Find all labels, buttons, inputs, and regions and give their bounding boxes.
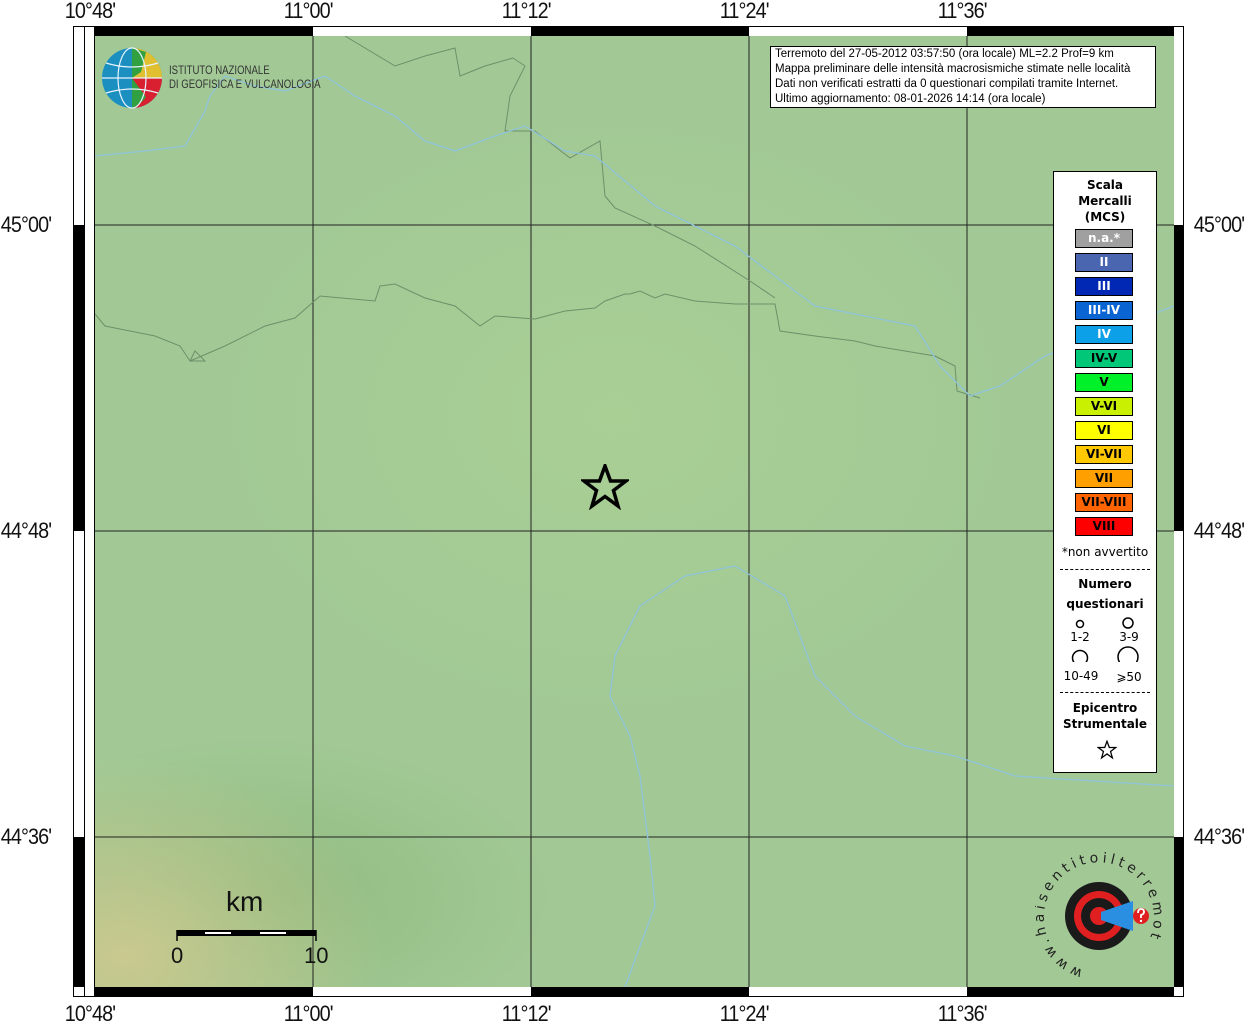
legend-swatch: VII xyxy=(1075,469,1133,488)
circle-50-icon xyxy=(1117,646,1139,662)
ingv-logo: ISTITUTO NAZIONALE DI GEOFISICA E VULCAN… xyxy=(101,47,321,109)
event-line: Terremoto del 27-05-2012 03:57:50 (ora l… xyxy=(775,48,1114,60)
legend-footnote: *non avvertito xyxy=(1061,545,1149,559)
count-symbols xyxy=(1071,617,1139,662)
legend: Scala Mercalli (MCS) n.a.* II III III-IV IV I… xyxy=(1053,171,1157,773)
legend-swatch: IV-V xyxy=(1075,349,1133,368)
frame-band xyxy=(1174,225,1184,531)
scalebar-min: 0 xyxy=(171,943,184,968)
frame-band xyxy=(531,26,749,36)
count-label: 3-9 xyxy=(1119,630,1139,644)
ingv-line1: ISTITUTO NAZIONALE xyxy=(169,63,270,77)
lon-tick: 10°48' xyxy=(64,0,116,23)
count-label: 10-49 xyxy=(1063,669,1099,683)
legend-swatch: V xyxy=(1075,373,1133,392)
frame-band xyxy=(1174,837,1184,987)
ingv-line2: DI GEOFISICA E VULCANOLOGIA xyxy=(169,77,321,91)
count-title-line: questionari xyxy=(1066,597,1144,611)
epicenter-star-icon[interactable] xyxy=(581,464,629,510)
scalebar xyxy=(176,930,317,941)
legend-swatch: III xyxy=(1075,277,1133,296)
graticule xyxy=(95,36,1174,987)
count-title-line: Numero xyxy=(1078,577,1132,591)
epicenter-star-icon xyxy=(1097,740,1117,760)
scalebar-unit: km xyxy=(226,886,264,917)
rivers xyxy=(95,75,1174,987)
ingv-name: ISTITUTO NAZIONALE DI GEOFISICA E VULCAN… xyxy=(169,63,321,91)
legend-swatch: VI xyxy=(1075,421,1133,440)
legend-swatch: V-VI xyxy=(1075,397,1133,416)
lon-tick: 11°36' xyxy=(937,1001,988,1026)
event-info-box: Terremoto del 27-05-2012 03:57:50 (ora l… xyxy=(770,46,1156,108)
lat-tick: 44°48' xyxy=(0,518,52,543)
frame-band xyxy=(74,225,84,531)
lon-tick: 11°24' xyxy=(719,1001,770,1026)
frame-band xyxy=(95,26,313,36)
map-features xyxy=(95,36,1174,987)
legend-swatch: III-IV xyxy=(1075,301,1133,320)
legend-swatch: n.a.* xyxy=(1075,229,1133,248)
globe-icon xyxy=(102,47,162,109)
circle-10-49-icon xyxy=(1071,649,1089,662)
lon-tick: 11°12' xyxy=(501,1001,552,1026)
count-label: 1-2 xyxy=(1070,630,1090,644)
admin-borders xyxy=(95,36,981,399)
epicenter-title: Epicentro Strumentale xyxy=(1054,700,1156,732)
legend-swatch: II xyxy=(1075,253,1133,272)
question-icon xyxy=(1133,908,1149,924)
frame-band xyxy=(531,987,749,997)
target-icon: www.haisentitoilterremoto.it xyxy=(1031,840,1166,981)
lon-tick: 11°36' xyxy=(937,0,988,23)
map-area[interactable] xyxy=(95,36,1174,987)
lat-tick: 44°36' xyxy=(0,824,52,849)
hst-logo: www.haisentitoilterremoto.it xyxy=(1031,840,1166,981)
circle-1-2-icon xyxy=(1075,619,1085,629)
frame-band xyxy=(95,987,313,997)
epicenter-title-line: Strumentale xyxy=(1062,717,1148,731)
frame-inner-line xyxy=(84,26,95,997)
frame-band xyxy=(967,26,1174,36)
lon-tick: 11°00' xyxy=(283,1001,334,1026)
frame-band xyxy=(74,837,84,987)
lon-tick: 11°24' xyxy=(719,0,770,23)
legend-title-line: Scala xyxy=(1086,178,1124,192)
frame-band xyxy=(967,987,1174,997)
data-note: Dati non verificati estratti da 0 questi… xyxy=(775,78,1119,90)
count-label: ⩾50 xyxy=(1116,670,1142,684)
last-update: Ultimo aggiornamento: 08-01-2026 14:14 (… xyxy=(775,93,1046,105)
lat-tick: 44°36' xyxy=(1193,824,1245,849)
legend-swatch: VI-VII xyxy=(1075,445,1133,464)
legend-title: Scala Mercalli (MCS) xyxy=(1054,177,1156,225)
epicenter-title-line: Epicentro xyxy=(1072,701,1138,715)
circle-3-9-icon xyxy=(1122,617,1134,629)
lon-tick: 11°00' xyxy=(283,0,334,23)
lat-tick: 45°00' xyxy=(1193,212,1245,237)
legend-swatch: VIII xyxy=(1075,517,1133,536)
legend-swatch: IV xyxy=(1075,325,1133,344)
legend-title-line: (MCS) xyxy=(1084,210,1126,224)
scalebar-max: 10 xyxy=(304,943,329,968)
lat-tick: 45°00' xyxy=(0,212,52,237)
lat-tick: 44°48' xyxy=(1193,518,1245,543)
divider xyxy=(1060,569,1150,570)
divider xyxy=(1060,692,1150,693)
legend-swatch: VII-VIII xyxy=(1075,493,1133,512)
map-description: Mappa preliminare delle intensità macros… xyxy=(775,63,1131,75)
legend-title-line: Mercalli xyxy=(1078,194,1132,208)
lon-tick: 10°48' xyxy=(64,1001,116,1026)
count-title: Numero questionari xyxy=(1054,574,1156,614)
lon-tick: 11°12' xyxy=(501,0,552,23)
